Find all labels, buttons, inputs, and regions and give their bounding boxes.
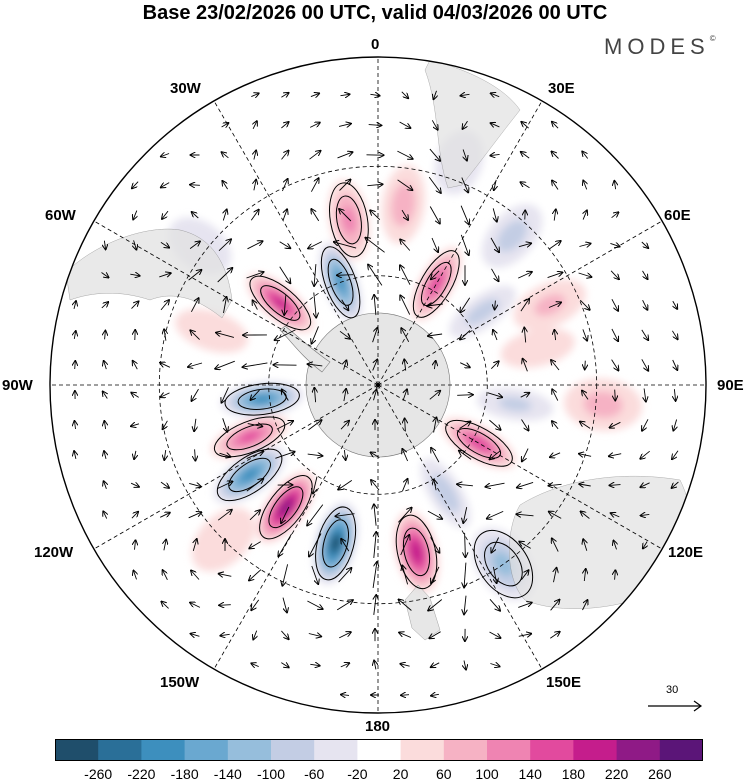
colorbar-swatch (444, 739, 488, 761)
wind-vector (219, 605, 231, 606)
lon-label-180: 180 (365, 718, 390, 735)
colorbar-swatch (55, 739, 99, 761)
colorbar-tick-label: -220 (127, 766, 155, 782)
lon-label-60w: 60W (45, 207, 76, 224)
lon-label-150w: 150W (160, 674, 199, 691)
wind-vector (337, 275, 353, 276)
colorbar-tick-label: -100 (257, 766, 285, 782)
wind-vector (75, 361, 76, 369)
wind-vector (401, 695, 409, 696)
brand-mark: © (710, 34, 716, 43)
colorbar-swatch (401, 739, 445, 761)
colorbar-tick-label: 140 (519, 766, 542, 782)
wind-vector (615, 390, 616, 401)
brand-text: MODES (604, 34, 710, 59)
lon-label-90e: 90E (717, 377, 744, 394)
colorbar-tick-label: 220 (605, 766, 628, 782)
wind-vector (190, 185, 200, 186)
vector-scale-label: 30 (666, 684, 678, 696)
lon-label-60e: 60E (664, 207, 691, 224)
lon-label-90w: 90W (2, 377, 33, 394)
colorbar-tick-label: 260 (648, 766, 671, 782)
colorbar-tick-label: 100 (475, 766, 498, 782)
modes-logo: MODES© (604, 34, 716, 60)
colorbar-swatch (357, 739, 401, 761)
colorbar (55, 739, 703, 761)
colorbar-swatch (141, 739, 185, 761)
lon-label-30e: 30E (548, 80, 575, 97)
australia (509, 476, 690, 609)
colorbar-tick-label: -260 (84, 766, 112, 782)
colorbar-tick-label: 180 (562, 766, 585, 782)
pole-marker (376, 383, 380, 387)
polar-map (0, 0, 750, 735)
colorbar-swatch (573, 739, 617, 761)
lon-label-120w: 120W (34, 544, 73, 561)
lon-label-30w: 30W (170, 80, 201, 97)
lon-label-150e: 150E (546, 674, 581, 691)
colorbar-swatch (487, 739, 531, 761)
lon-label-120e: 120E (668, 544, 703, 561)
colorbar-tick-label: -180 (171, 766, 199, 782)
colorbar-tick-label: -60 (304, 766, 324, 782)
lon-label-0: 0 (371, 36, 379, 53)
colorbar-swatch (314, 739, 358, 761)
colorbar-tick-label: -140 (214, 766, 242, 782)
wind-vector (585, 361, 586, 370)
colorbar-tick-label: 60 (436, 766, 452, 782)
colorbar-swatch (98, 739, 142, 761)
colorbar-swatch (228, 739, 272, 761)
colorbar-tick-label: 20 (393, 766, 409, 782)
colorbar-tick-label: -20 (347, 766, 367, 782)
colorbar-swatch (530, 739, 574, 761)
wind-vector (457, 395, 473, 396)
colorbar-swatch (271, 739, 315, 761)
page-title: Base 23/02/2026 00 UTC, valid 04/03/2026… (0, 0, 750, 26)
colorbar-swatch (660, 739, 703, 761)
colorbar-labels: -260 -220 -180 -140 -100 -60 -20 20 60 100 140 180 2… (0, 766, 750, 784)
colorbar-swatch (185, 739, 229, 761)
colorbar-swatch (617, 739, 661, 761)
